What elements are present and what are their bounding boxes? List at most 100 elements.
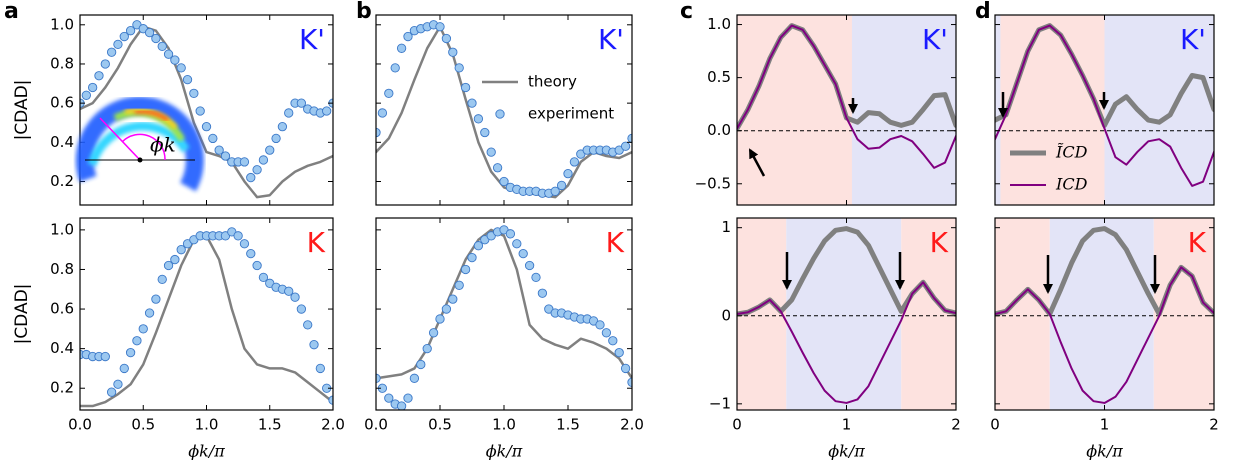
point xyxy=(196,107,204,115)
y-tick-label: 0.4 xyxy=(50,339,74,357)
point xyxy=(253,166,261,174)
point xyxy=(95,72,103,80)
point xyxy=(82,91,90,99)
y-axis-label: |CDAD| xyxy=(12,80,32,141)
point xyxy=(417,360,425,368)
point xyxy=(493,164,501,172)
x-tick-label: 2.0 xyxy=(321,416,345,434)
point xyxy=(139,325,147,333)
point xyxy=(285,109,293,117)
panel-letter: c xyxy=(680,0,693,24)
point xyxy=(525,261,533,269)
point xyxy=(158,42,166,50)
point xyxy=(404,394,412,402)
region xyxy=(1000,15,1104,205)
point xyxy=(171,255,179,263)
inset-label: ϕk xyxy=(150,133,176,157)
x-tick-label: 1.5 xyxy=(258,416,282,434)
point xyxy=(455,64,463,72)
x-axis-label: ϕk/π xyxy=(486,442,523,461)
x-tick-label: 1 xyxy=(842,416,852,434)
x-tick-label: 0.0 xyxy=(68,416,92,434)
point xyxy=(436,23,444,31)
point xyxy=(133,337,141,345)
point xyxy=(429,329,437,337)
point xyxy=(247,173,255,181)
point xyxy=(449,48,457,56)
point xyxy=(609,337,617,345)
point xyxy=(461,83,469,91)
point xyxy=(397,44,405,52)
y-tick-label: 0.2 xyxy=(50,172,74,190)
point xyxy=(114,380,122,388)
y-tick-label: 1 xyxy=(721,218,731,236)
point xyxy=(304,321,312,329)
point xyxy=(519,249,527,257)
point xyxy=(209,134,217,142)
y-tick-label: −1 xyxy=(709,394,731,412)
point xyxy=(291,293,299,301)
point xyxy=(272,134,280,142)
point xyxy=(177,64,185,72)
y-tick-label: 0.5 xyxy=(707,68,731,86)
point xyxy=(442,34,450,42)
panel-letter: d xyxy=(975,0,991,24)
point xyxy=(468,253,476,261)
point xyxy=(570,158,578,166)
plot-area xyxy=(737,218,956,410)
x-tick-label: 1.5 xyxy=(556,416,580,434)
point xyxy=(278,122,286,130)
y-tick-label: 0.6 xyxy=(50,300,74,318)
point xyxy=(114,40,122,48)
y-tick-label: 0.4 xyxy=(50,133,74,151)
point xyxy=(266,146,274,154)
x-tick-label: 1.0 xyxy=(492,416,516,434)
region xyxy=(1050,218,1154,410)
point xyxy=(410,374,418,382)
point xyxy=(455,281,463,289)
x-tick-label: 1 xyxy=(1100,416,1110,434)
point xyxy=(88,83,96,91)
page: {"chart_data": [ {"type": "line", "panel… xyxy=(0,0,1236,472)
y-axis-label: |CDAD| xyxy=(12,284,32,345)
point xyxy=(234,232,242,240)
point xyxy=(202,122,210,130)
inset: ϕk xyxy=(85,106,195,187)
point xyxy=(474,115,482,123)
figure: 0.20.40.60.81.0K'a|CDAD|0.00.51.01.52.00… xyxy=(0,0,1236,472)
legend-label: ĨCD xyxy=(1055,142,1088,162)
x-axis-label: ϕk/π xyxy=(1086,442,1123,461)
point xyxy=(436,315,444,323)
valley-label: K xyxy=(1188,226,1207,259)
y-tick-label: 1.0 xyxy=(50,220,74,238)
y-tick-label: 0.6 xyxy=(50,94,74,112)
point xyxy=(247,249,255,257)
point xyxy=(391,64,399,72)
point xyxy=(532,273,540,281)
legend-label: experiment xyxy=(528,105,614,123)
valley-label: K' xyxy=(598,23,624,56)
point xyxy=(126,348,134,356)
point xyxy=(107,48,115,56)
plot-area xyxy=(76,228,337,406)
valley-label: K xyxy=(606,226,625,259)
point xyxy=(240,240,248,248)
plot-area xyxy=(995,218,1214,410)
point xyxy=(557,181,565,189)
x-tick-label: 0 xyxy=(990,416,1000,434)
point xyxy=(468,99,476,107)
point xyxy=(107,388,115,396)
point xyxy=(120,364,128,372)
point xyxy=(461,265,469,273)
y-tick-label: 0.8 xyxy=(50,54,74,72)
point xyxy=(621,364,629,372)
point xyxy=(385,89,393,97)
point xyxy=(513,240,521,248)
point xyxy=(487,148,495,156)
y-tick-label: 0.0 xyxy=(707,121,731,139)
point xyxy=(596,321,604,329)
point xyxy=(316,364,324,372)
point xyxy=(183,75,191,83)
point xyxy=(322,107,330,115)
